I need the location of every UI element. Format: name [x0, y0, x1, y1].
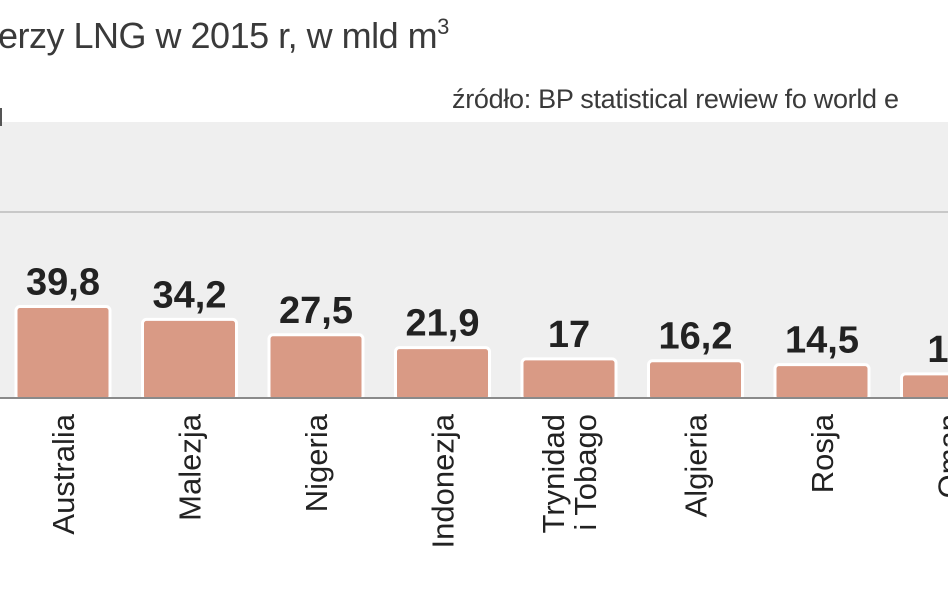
bar: [394, 346, 491, 402]
category-label: Oman: [932, 414, 948, 498]
bar: [267, 333, 365, 402]
value-label: 14,5: [785, 320, 859, 362]
chart-title-text: erzy LNG w 2015 r, w mld m: [0, 15, 438, 56]
bar: [520, 357, 618, 402]
bar: [647, 359, 744, 402]
category-label-line: Indonezja: [426, 413, 461, 548]
category-label: Algieria: [679, 413, 714, 517]
chart-title: erzy LNG w 2015 r, w mld m3: [0, 14, 449, 57]
value-label: 10: [927, 329, 948, 371]
bar: [900, 372, 948, 402]
category-label-line: Malezja: [173, 413, 208, 521]
value-labels-group: 39,8 34,2 27,5 21,9 17 16,2 14,5 10: [26, 261, 948, 370]
category-labels-group: Australia Malezja Nigeria Indonezja Trynidad…: [46, 413, 948, 548]
category-label: Australia: [46, 413, 81, 534]
category-label-line: Oman: [932, 414, 948, 498]
value-label: 21,9: [406, 303, 480, 345]
value-label: 34,2: [153, 274, 227, 316]
category-label-line: Rosja: [805, 413, 840, 493]
bar: [14, 304, 112, 402]
category-label: Malezja: [173, 413, 208, 521]
value-label: 16,2: [659, 316, 733, 358]
category-label: Rosja: [805, 413, 840, 493]
category-label-line: Algieria: [679, 413, 714, 517]
category-label-line: Trynidad: [536, 414, 571, 533]
category-label-line: Nigeria: [299, 413, 334, 512]
value-label: 27,5: [279, 290, 353, 332]
category-label: Indonezja: [426, 413, 461, 548]
bar: [773, 363, 871, 402]
category-label-line: Australia: [46, 413, 81, 534]
bars-group: [14, 304, 948, 402]
chart-source: źródło: BP statistical rewiew fo world e: [452, 84, 899, 114]
value-label: 17: [548, 314, 590, 356]
bar: [141, 317, 238, 402]
chart-title-superscript: 3: [437, 14, 449, 39]
value-label: 39,8: [26, 261, 100, 303]
category-label-line: i Tobago: [568, 414, 603, 531]
category-label: Nigeria: [299, 413, 334, 512]
